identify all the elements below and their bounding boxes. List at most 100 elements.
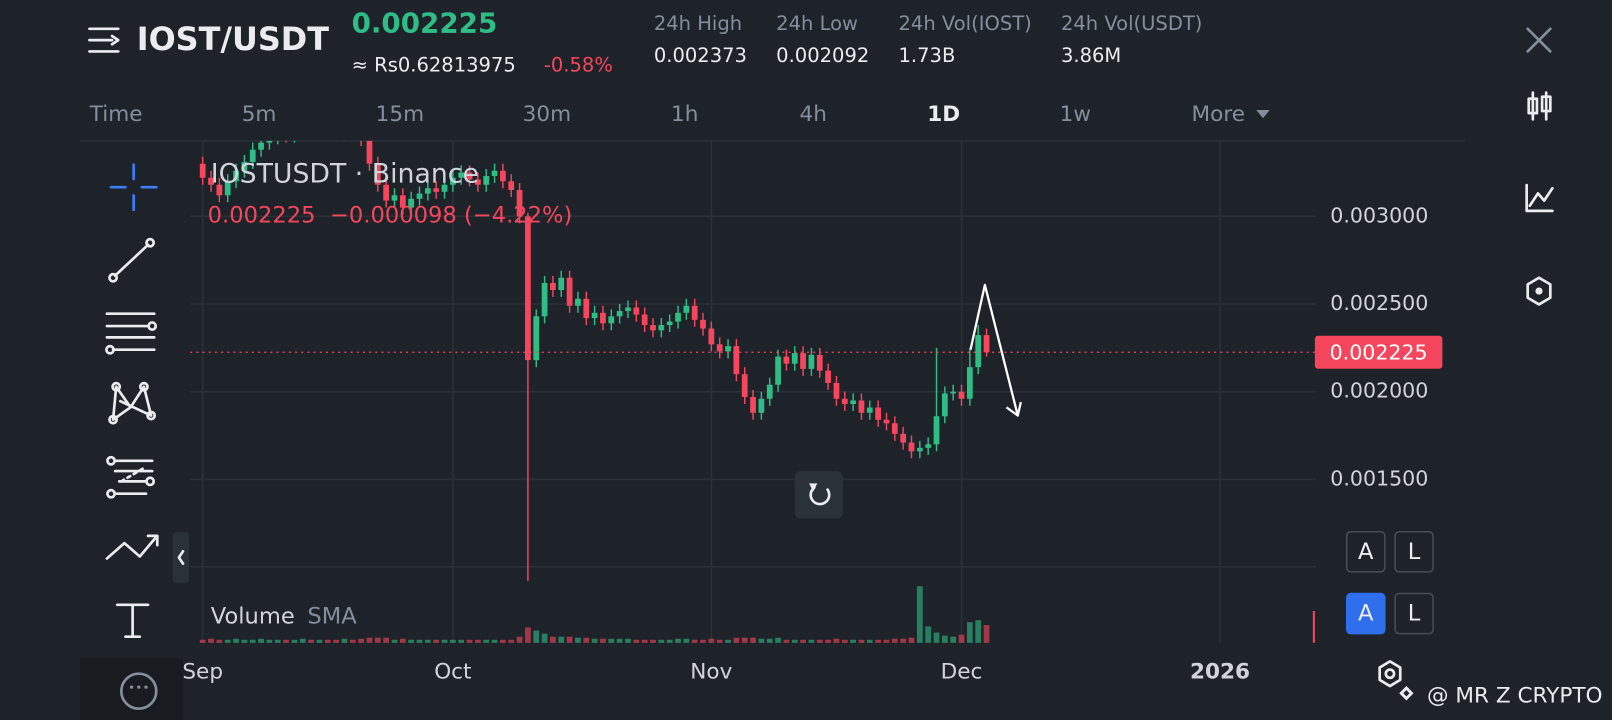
pattern-tool-part[interactable] — [111, 385, 153, 421]
timeframe-tab[interactable]: 4h — [799, 102, 826, 127]
trading-screen-part: A L A L — [1345, 531, 1434, 635]
collapse-handle-part[interactable] — [177, 549, 185, 565]
timeframe-tab[interactable]: 15m — [376, 102, 424, 127]
candle-body — [766, 384, 773, 399]
timeframe-tab[interactable]: Time — [89, 102, 143, 127]
reset-button-part[interactable] — [809, 483, 818, 492]
volume-bar — [224, 639, 231, 643]
volume-bar — [399, 638, 406, 643]
scale-button[interactable] — [1345, 592, 1386, 635]
fib-tool-part[interactable] — [106, 488, 116, 499]
collapse-handle-part[interactable] — [172, 531, 190, 584]
dropdown-caret[interactable] — [1256, 110, 1270, 119]
candle-body — [208, 177, 214, 185]
crosshair-tool[interactable] — [109, 163, 158, 212]
fib-tool[interactable] — [106, 455, 156, 499]
candle-body — [424, 188, 431, 194]
menu-icon[interactable] — [88, 27, 120, 53]
volume-bar — [983, 625, 990, 643]
timeframe-tab[interactable]: 1w — [1060, 102, 1091, 127]
close-button[interactable] — [1526, 27, 1552, 53]
timeframe-tab[interactable]: 30m — [523, 102, 571, 127]
collapse-handle[interactable] — [172, 531, 190, 584]
timeframe-tab[interactable]: More — [1192, 102, 1245, 127]
candle-body — [449, 177, 456, 185]
scale-button-label[interactable]: L — [1408, 601, 1421, 627]
volume-bar — [691, 639, 698, 643]
parallel-channel-tool-part[interactable] — [105, 344, 115, 355]
fib-tool-part[interactable] — [119, 466, 146, 483]
volume-bar — [866, 639, 873, 643]
volume-bar — [208, 638, 214, 643]
more-tools[interactable] — [119, 672, 158, 711]
scale-button-label[interactable]: A — [1358, 601, 1374, 627]
volume-bar — [800, 639, 806, 643]
indicator-icon-part[interactable] — [1525, 183, 1554, 213]
scale-button[interactable] — [1345, 531, 1386, 573]
volume-scale-marker — [1312, 610, 1315, 643]
parallel-channel-tool[interactable] — [105, 312, 158, 355]
more-tools-part[interactable] — [137, 685, 141, 689]
volume-bar — [975, 620, 982, 643]
trendline-tool-part[interactable] — [108, 272, 119, 283]
fib-tool-part[interactable] — [106, 455, 116, 466]
pattern-tool-part[interactable] — [111, 381, 122, 392]
volume-bar — [308, 639, 314, 643]
menu-icon-part[interactable] — [110, 34, 120, 46]
pattern-tool[interactable] — [108, 381, 157, 425]
candle-body — [983, 335, 990, 353]
scale-button[interactable] — [1394, 531, 1434, 573]
candle-style-icon-part[interactable] — [1540, 95, 1552, 113]
candle-body — [433, 188, 440, 192]
candle-body — [916, 447, 923, 452]
parallel-channel-tool-part[interactable] — [105, 312, 156, 352]
more-tools-part[interactable] — [144, 685, 148, 689]
parallel-channel-tool-part[interactable] — [147, 321, 158, 331]
fib-tool-part[interactable] — [145, 476, 156, 487]
volume-bar — [783, 639, 790, 643]
candle-body — [691, 305, 698, 320]
scale-button-label[interactable]: A — [1358, 539, 1374, 565]
candle-body — [925, 444, 932, 448]
reset-button-part[interactable] — [794, 471, 844, 519]
settings-icon-part[interactable] — [1526, 276, 1552, 306]
timeframe-tab[interactable]: 1D — [927, 102, 960, 127]
menu-icon-part[interactable] — [88, 27, 120, 53]
more-tools-part[interactable] — [119, 672, 158, 711]
crosshair-tool-part[interactable] — [109, 163, 158, 212]
trading-screen-part: 24h High 0.002373 24h Low 0.002092 24h Vol(I… — [654, 12, 1203, 67]
reset-button-part[interactable] — [809, 486, 831, 506]
timeframe-tab[interactable]: 5m — [242, 102, 277, 127]
fib-tool-part[interactable] — [113, 459, 154, 496]
text-tool-part[interactable] — [115, 603, 150, 639]
volume-bar — [508, 639, 515, 643]
more-tools-part[interactable] — [129, 685, 134, 689]
settings-icon-part[interactable] — [1535, 287, 1543, 295]
reset-button[interactable] — [794, 471, 844, 519]
legend-price: 0.002225 — [208, 202, 316, 228]
candle-style-icon-part[interactable] — [1527, 97, 1539, 115]
close-button-part[interactable] — [1526, 27, 1552, 53]
candle-style-icon[interactable] — [1527, 91, 1552, 121]
trendline-tool-part[interactable] — [113, 243, 150, 277]
pattern-tool-part[interactable] — [138, 381, 149, 392]
volume-bar — [474, 639, 481, 643]
text-tool[interactable] — [115, 603, 150, 639]
candle-body — [474, 179, 481, 185]
pattern-tool-part[interactable] — [146, 410, 157, 421]
scale-button-label[interactable]: L — [1408, 539, 1421, 565]
candle-body — [741, 374, 748, 397]
indicator-icon[interactable] — [1525, 183, 1554, 213]
stat-label: 24h Low — [776, 12, 858, 35]
trendline-tool[interactable] — [108, 237, 156, 283]
path-tool-part[interactable] — [105, 534, 159, 560]
trendline-tool-part[interactable] — [145, 237, 156, 248]
settings-icon[interactable] — [1526, 276, 1552, 306]
scale-button[interactable] — [1394, 592, 1434, 635]
volume-bar — [808, 639, 815, 643]
timeframe-tab[interactable]: 1h — [671, 102, 698, 127]
volume-bar — [925, 626, 932, 643]
pattern-tool-part[interactable] — [108, 414, 119, 425]
path-tool[interactable] — [105, 534, 159, 560]
candle-body — [500, 170, 506, 182]
